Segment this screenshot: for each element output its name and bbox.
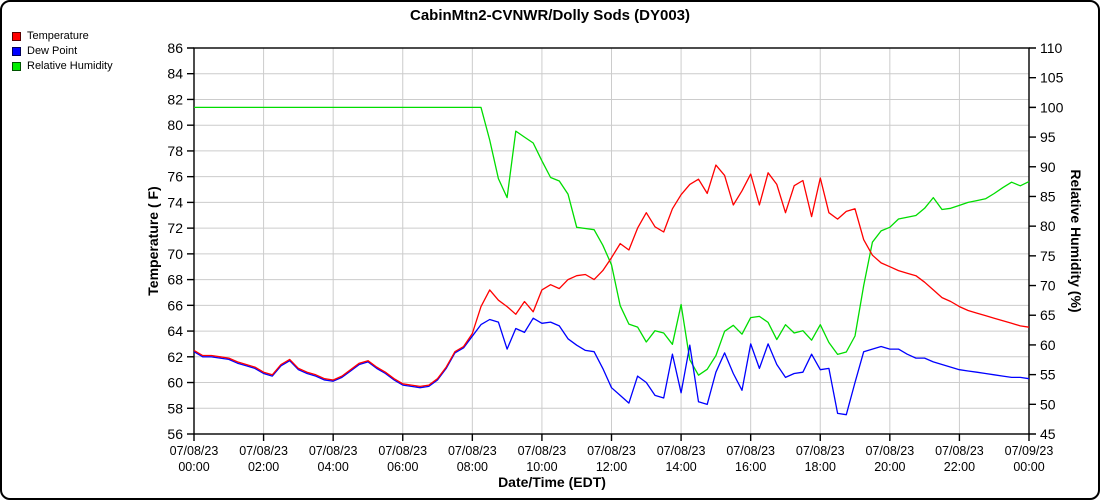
temperature-line bbox=[193, 164, 1030, 388]
x-tick-label-date: 07/09/23 bbox=[1005, 444, 1054, 458]
right-tick-label: 105 bbox=[1040, 70, 1064, 86]
x-tick-label-date: 07/08/23 bbox=[448, 444, 497, 458]
left-tick-label: 70 bbox=[167, 246, 183, 262]
right-tick-label: 60 bbox=[1040, 337, 1056, 353]
x-tick-label-time: 18:00 bbox=[805, 460, 836, 474]
x-tick-label-time: 22:00 bbox=[944, 460, 975, 474]
x-tick-label-time: 10:00 bbox=[526, 460, 557, 474]
relative-humidity-line bbox=[194, 106, 1030, 376]
left-tick-label: 74 bbox=[167, 194, 183, 210]
x-tick-label-date: 07/08/23 bbox=[239, 444, 288, 458]
x-tick-label-date: 07/08/23 bbox=[726, 444, 775, 458]
legend-item-relative-humidity: Relative Humidity bbox=[12, 59, 113, 73]
x-tick-label-time: 16:00 bbox=[735, 460, 766, 474]
x-tick-label-time: 04:00 bbox=[318, 460, 349, 474]
left-tick-label: 76 bbox=[167, 169, 183, 185]
left-tick-label: 80 bbox=[167, 117, 183, 133]
x-tick-label-time: 02:00 bbox=[248, 460, 279, 474]
x-tick-label-date: 07/08/23 bbox=[518, 444, 567, 458]
right-tick-label: 90 bbox=[1040, 159, 1056, 175]
left-tick-label: 78 bbox=[167, 143, 183, 159]
left-tick-label: 56 bbox=[167, 426, 183, 442]
left-tick-label: 86 bbox=[167, 40, 183, 56]
x-tick-label-date: 07/08/23 bbox=[935, 444, 984, 458]
left-tick-label: 62 bbox=[167, 349, 183, 365]
left-axis-title: Temperature ( F) bbox=[145, 132, 161, 295]
legend-label: Dew Point bbox=[27, 45, 78, 57]
right-tick-label: 55 bbox=[1040, 367, 1056, 383]
x-tick-label-time: 14:00 bbox=[665, 460, 696, 474]
chart-title: CabinMtn2-CVNWR/Dolly Sods (DY003) bbox=[409, 7, 691, 24]
x-tick-label-date: 07/08/23 bbox=[309, 444, 358, 458]
right-tick-label: 50 bbox=[1040, 396, 1056, 412]
legend-item-dew-point: Dew Point bbox=[12, 44, 113, 58]
legend-swatch-icon bbox=[12, 31, 21, 41]
left-tick-label: 60 bbox=[167, 375, 183, 391]
x-tick-label-date: 07/08/23 bbox=[587, 444, 636, 458]
left-tick-label: 82 bbox=[167, 91, 183, 107]
legend: Temperature Dew Point Relative Humidity bbox=[12, 29, 113, 74]
legend-swatch-icon bbox=[12, 46, 21, 56]
x-tick-label-date: 07/08/23 bbox=[378, 444, 427, 458]
left-tick-label: 58 bbox=[167, 400, 183, 416]
x-tick-label-time: 12:00 bbox=[596, 460, 627, 474]
x-tick-label-time: 06:00 bbox=[387, 460, 418, 474]
left-tick-label: 84 bbox=[167, 66, 183, 82]
x-tick-label-date: 07/08/23 bbox=[865, 444, 914, 458]
left-tick-label: 64 bbox=[167, 323, 183, 339]
left-tick-label: 68 bbox=[167, 272, 183, 288]
x-tick-label-time: 20:00 bbox=[874, 460, 905, 474]
right-tick-label: 75 bbox=[1040, 248, 1056, 264]
right-tick-label: 95 bbox=[1040, 129, 1056, 145]
right-tick-label: 85 bbox=[1040, 188, 1056, 204]
x-tick-label-time: 00:00 bbox=[1013, 460, 1044, 474]
left-axis-title-text: Temperature ( F) bbox=[145, 186, 161, 296]
legend-item-temperature: Temperature bbox=[12, 29, 113, 43]
x-tick-label-time: 00:00 bbox=[178, 460, 209, 474]
right-axis-title: Relative Humidity (%) bbox=[1068, 169, 1084, 384]
right-tick-label: 45 bbox=[1040, 426, 1056, 442]
right-tick-label: 100 bbox=[1040, 99, 1064, 115]
legend-swatch-icon bbox=[12, 61, 21, 71]
right-tick-label: 65 bbox=[1040, 307, 1056, 323]
right-tick-label: 70 bbox=[1040, 278, 1056, 294]
legend-label: Relative Humidity bbox=[27, 60, 113, 72]
legend-label: Temperature bbox=[27, 30, 89, 42]
x-tick-label-date: 07/08/23 bbox=[657, 444, 706, 458]
dew-point-line bbox=[193, 317, 1030, 416]
left-tick-label: 72 bbox=[167, 220, 183, 236]
right-tick-label: 80 bbox=[1040, 218, 1056, 234]
x-tick-label-date: 07/08/23 bbox=[170, 444, 219, 458]
left-tick-label: 66 bbox=[167, 297, 183, 313]
x-tick-label-time: 08:00 bbox=[457, 460, 488, 474]
right-tick-label: 110 bbox=[1040, 40, 1063, 56]
x-axis-title: Date/Time (EDT) bbox=[498, 474, 606, 490]
right-axis-title-text: Relative Humidity (%) bbox=[1068, 169, 1084, 313]
x-tick-label-date: 07/08/23 bbox=[796, 444, 845, 458]
